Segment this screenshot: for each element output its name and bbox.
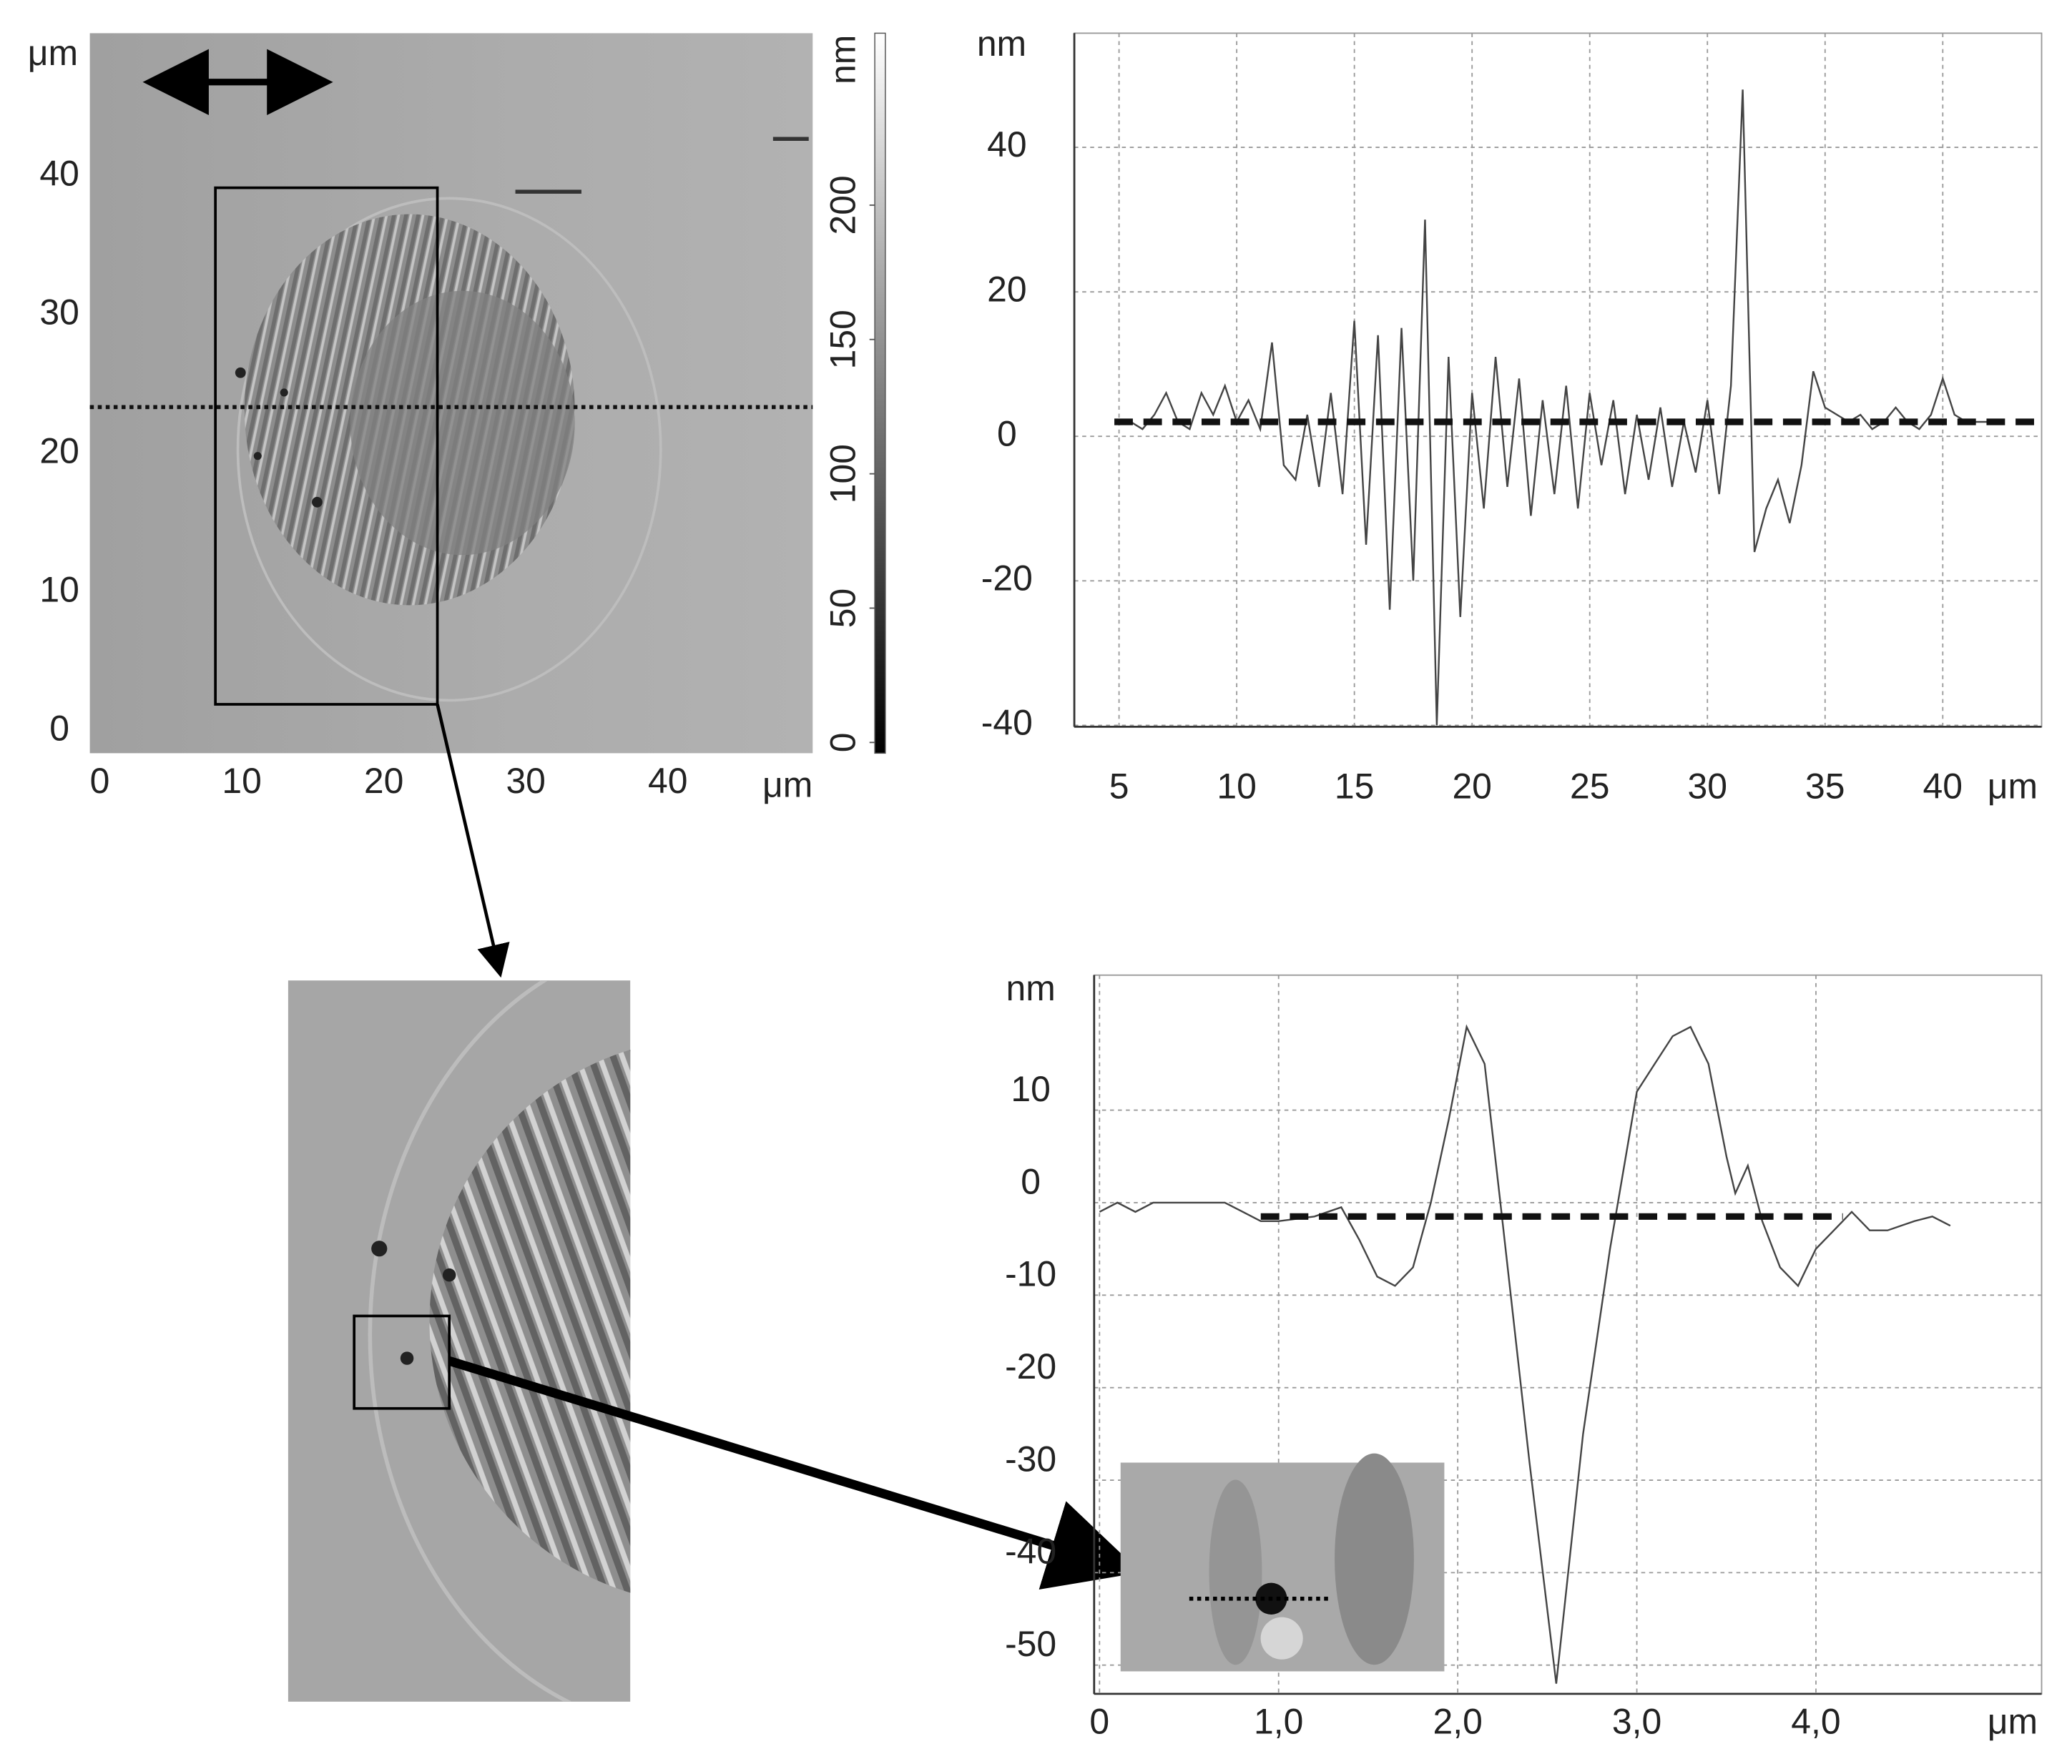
plot-frame xyxy=(1074,32,2043,728)
y-tick-label: 0 xyxy=(997,413,1017,453)
y-tick-label: 10 xyxy=(39,569,79,609)
defect xyxy=(371,1241,388,1257)
colorbar-tick-label: 100 xyxy=(823,444,863,503)
x-tick-label: 40 xyxy=(1923,766,1963,806)
x-tick-label: 5 xyxy=(1109,766,1129,806)
y-tick-label: -40 xyxy=(1005,1532,1056,1572)
x-tick-label: 15 xyxy=(1335,766,1374,806)
colorbar-tick-label: 0 xyxy=(823,732,863,752)
y-tick-label: 20 xyxy=(39,430,79,470)
zoom-arrow xyxy=(436,704,510,978)
x-tick-label: 25 xyxy=(1570,766,1609,806)
chart: 0 10 20 30 40 0 10 20 30 40 μm μm 0 50 100 150 200 nm xyxy=(28,32,886,805)
y-tick-label: 40 xyxy=(39,153,79,193)
x-tick-label: 3,0 xyxy=(1612,1702,1661,1742)
inset-band xyxy=(1335,1453,1414,1665)
x-axis-label: μm xyxy=(762,765,812,805)
x-tick-label: 10 xyxy=(1217,766,1256,806)
y-tick-label: -30 xyxy=(1005,1439,1056,1479)
y-tick-label: 0 xyxy=(1021,1161,1041,1201)
x-tick-label: 30 xyxy=(1688,766,1727,806)
x-tick-label: 10 xyxy=(222,761,261,801)
y-axis-label: nm xyxy=(1006,968,1055,1008)
y-tick-label: 0 xyxy=(49,708,69,748)
y-tick-label: -20 xyxy=(1005,1346,1056,1386)
inner-disk xyxy=(350,290,575,556)
inset-arrow xyxy=(448,1356,1141,1590)
inset-band xyxy=(1209,1479,1262,1665)
defect xyxy=(235,367,246,378)
colorbar xyxy=(874,32,886,754)
x-tick-label: 30 xyxy=(506,761,545,801)
zoom-stripes xyxy=(429,1050,631,1593)
colorbar-tick-label: 150 xyxy=(823,310,863,369)
defect xyxy=(312,496,323,508)
defect xyxy=(442,1268,456,1282)
x-tick-label: 20 xyxy=(364,761,403,801)
y-axis-label: nm xyxy=(977,24,1026,64)
x-tick-label: 20 xyxy=(1452,766,1491,806)
colorbar-tick-label: 200 xyxy=(823,175,863,235)
x-axis-label: μm xyxy=(1988,766,2038,806)
y-tick-label: 40 xyxy=(987,124,1026,164)
afm-image xyxy=(89,33,813,754)
y-tick-label: -50 xyxy=(1005,1624,1056,1664)
y-tick-label: -20 xyxy=(981,558,1033,598)
inset-bump xyxy=(1260,1617,1303,1660)
y-axis-label: μm xyxy=(28,33,78,73)
x-tick-label: 4,0 xyxy=(1791,1702,1840,1742)
chart: 0 1,0 2,0 3,0 4,0 -50 -40 -30 -20 -10 0 10 nm μm xyxy=(1005,968,2043,1742)
defect xyxy=(400,1351,414,1365)
chart: 5 10 15 20 25 30 35 40 -40 -20 0 20 40 nm μm xyxy=(977,24,2044,806)
colorbar-tick-label: 50 xyxy=(823,588,863,628)
defect xyxy=(280,388,288,397)
zoom-ring xyxy=(368,980,573,1702)
outer-ring xyxy=(236,197,662,702)
y-tick-label: -40 xyxy=(981,703,1033,743)
x-tick-label: 2,0 xyxy=(1433,1702,1482,1742)
y-tick-label: 20 xyxy=(987,269,1026,309)
x-tick-label: 1,0 xyxy=(1254,1702,1303,1742)
profile-line xyxy=(1099,1024,1951,1684)
x-tick-label: 0 xyxy=(90,761,110,801)
x-tick-label: 0 xyxy=(1089,1702,1109,1742)
defect xyxy=(253,452,262,460)
x-axis-label: μm xyxy=(1988,1702,2038,1742)
selection-box xyxy=(214,186,439,706)
y-tick-label: -10 xyxy=(1005,1254,1056,1294)
inset-image xyxy=(1120,1453,1445,1672)
zoom-image xyxy=(288,980,631,1702)
y-tick-label: 10 xyxy=(1011,1069,1050,1109)
x-tick-label: 40 xyxy=(648,761,687,801)
y-tick-label: 30 xyxy=(39,292,79,332)
x-tick-label: 35 xyxy=(1805,766,1845,806)
profile-line xyxy=(1119,89,2002,726)
colorbar-label: nm xyxy=(823,35,863,84)
